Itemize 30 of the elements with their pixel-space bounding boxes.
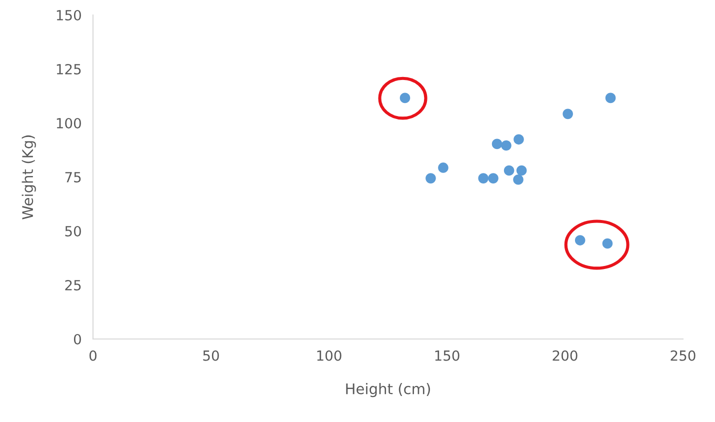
point	[492, 138, 502, 150]
point	[438, 162, 448, 173]
y-tick-label: 150	[56, 10, 81, 20]
y-tick-label: 75	[65, 172, 81, 182]
point	[516, 165, 527, 176]
y-tick-label: 100	[56, 118, 81, 128]
point	[400, 92, 410, 104]
point	[514, 134, 524, 145]
point	[574, 235, 586, 246]
y-tick-label: 125	[56, 64, 81, 74]
point	[478, 173, 488, 184]
point	[501, 140, 512, 151]
x-tick-label: 150	[435, 350, 460, 361]
x-tick-label: 250	[670, 350, 696, 361]
x-axis-title: Height (cm)	[346, 382, 430, 398]
y-tick-label: 50	[65, 226, 81, 236]
y-tick-label: 0	[74, 334, 81, 344]
point	[602, 238, 613, 249]
y-axis-title: Weight (Kg)	[22, 135, 36, 220]
point	[426, 173, 436, 184]
point	[605, 92, 616, 104]
x-tick-label: 0	[89, 350, 96, 361]
point	[488, 173, 498, 184]
point	[504, 165, 514, 176]
x-tick-label: 100	[317, 350, 342, 361]
y-tick-label: 25	[65, 280, 81, 290]
point	[562, 108, 573, 120]
x-tick-label: 50	[203, 350, 219, 361]
x-tick-label: 200	[552, 350, 578, 361]
point	[513, 174, 524, 185]
